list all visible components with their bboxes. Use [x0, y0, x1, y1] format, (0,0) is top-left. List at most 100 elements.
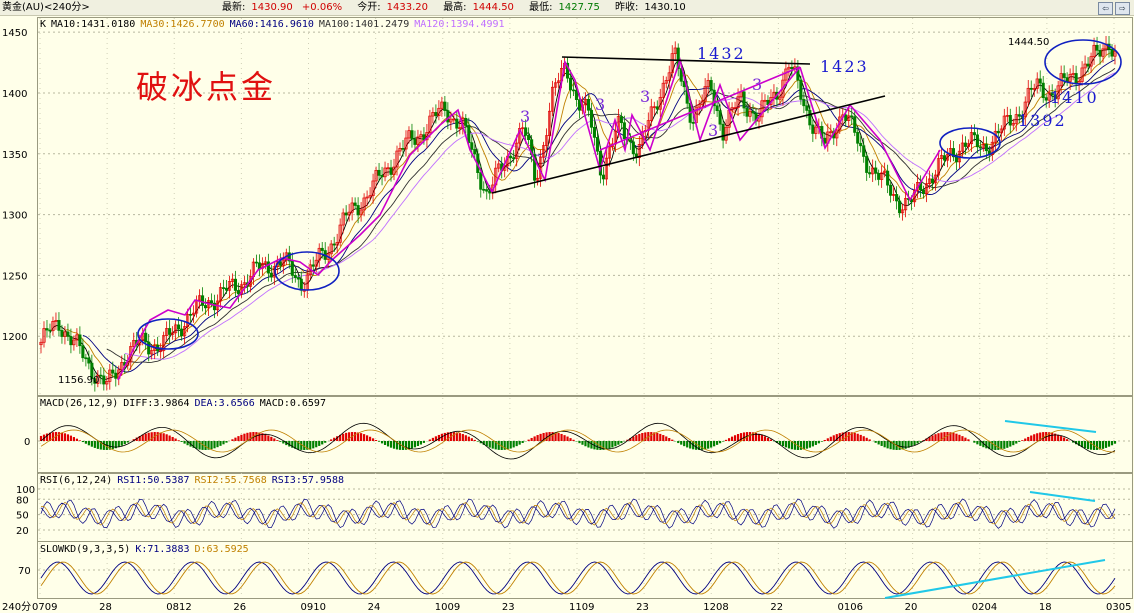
y-tick-label: 1300 — [2, 211, 27, 222]
x-tick-label: 1009 — [435, 602, 460, 613]
candle-body — [371, 180, 375, 196]
candle-body — [604, 157, 608, 180]
candle-body — [939, 155, 944, 159]
rsi-line-3 — [40, 502, 1116, 525]
legend-ma120: MA120:1394.4991 — [414, 19, 505, 30]
x-tick-label: 22 — [770, 602, 783, 613]
candle-body — [805, 105, 809, 111]
wave-line-rally — [117, 108, 493, 381]
candle-body — [886, 170, 890, 186]
kd-tick-label: 70 — [18, 566, 31, 577]
candle-body — [434, 112, 438, 117]
candle-body — [859, 142, 863, 147]
candle-body — [464, 117, 468, 126]
x-tick-label: 23 — [636, 602, 649, 613]
candle-body — [446, 110, 450, 123]
candle-body — [631, 141, 635, 155]
candle-body — [778, 96, 782, 100]
legend-ma100: MA100:1401.2479 — [318, 19, 410, 30]
candle-body — [218, 287, 223, 302]
wave-annotations — [117, 57, 941, 381]
x-tick-label: 1109 — [569, 602, 594, 613]
candle-body — [1074, 73, 1078, 84]
candle-body — [709, 80, 713, 91]
candle-body — [72, 339, 76, 346]
candle-body — [898, 200, 902, 214]
rsi2: RSI2:55.7568 — [194, 475, 267, 486]
kd-k: K:71.3883 — [135, 544, 190, 555]
candle-body — [676, 47, 680, 69]
candle-body — [389, 167, 393, 175]
candle-body — [1110, 48, 1114, 57]
kd-panel-frame — [37, 541, 1133, 599]
macd-dea-line — [40, 429, 1116, 453]
next-arrow-icon[interactable]: ⇨ — [1115, 2, 1130, 15]
candle-body — [802, 99, 806, 107]
ellipses — [137, 39, 1122, 350]
candle-body — [329, 243, 333, 255]
ellipse-2 — [274, 251, 340, 291]
candle-body — [1086, 63, 1090, 67]
rsi-divergence-line — [1029, 491, 1096, 502]
x-tick-label: 0709 — [32, 602, 57, 613]
candle-body — [431, 112, 435, 117]
candle-body — [972, 132, 976, 136]
candle-body — [518, 128, 522, 144]
candle-body — [927, 178, 932, 184]
candle-body — [574, 89, 579, 100]
candle-body — [981, 144, 985, 149]
candle-body — [724, 126, 728, 141]
candle-body — [1032, 87, 1036, 90]
candle-body — [936, 158, 941, 176]
candle-body — [715, 105, 719, 112]
candle-body — [344, 212, 348, 216]
panel-frames — [37, 17, 1133, 599]
candle-body — [999, 128, 1003, 134]
candle-body — [892, 194, 896, 196]
candle-body — [577, 99, 582, 111]
candle-body — [380, 175, 384, 178]
y-tick-label: 1450 — [2, 28, 27, 39]
prev-arrow-icon[interactable]: ⇦ — [1098, 2, 1113, 15]
candle-body — [60, 330, 64, 337]
kd-k-line — [40, 561, 1116, 595]
candle-body — [1005, 115, 1009, 117]
candle-body — [679, 68, 683, 82]
symbol-name[interactable]: 黄金(AU)<240分> — [2, 2, 90, 13]
candle-body — [183, 326, 187, 337]
candle-body — [844, 114, 848, 121]
candle-body — [150, 350, 154, 355]
candle-body — [551, 86, 555, 112]
main-panel-frame — [37, 17, 1133, 396]
candle-body — [1071, 73, 1075, 75]
candle-body — [48, 329, 52, 332]
candle-body — [159, 350, 163, 353]
candle-body — [847, 115, 851, 121]
candle-body — [227, 281, 232, 291]
macd-panel-frame — [37, 396, 1133, 473]
candle-body — [1056, 85, 1060, 100]
candle-body — [314, 259, 318, 267]
nav-buttons: ⇦ ⇨ — [1096, 1, 1130, 16]
candle-body — [865, 156, 869, 173]
candle-body — [703, 86, 707, 102]
macd-name: MACD(26,12,9) — [40, 398, 119, 409]
candle-body — [467, 125, 471, 143]
candle-body — [796, 66, 800, 81]
candle-body — [422, 134, 426, 141]
candle-body — [203, 305, 208, 309]
candle-body — [180, 328, 184, 337]
candle-body — [984, 144, 988, 152]
candle-body — [658, 96, 662, 110]
candle-body — [742, 91, 746, 109]
candle-body — [470, 142, 474, 150]
candle-body — [168, 328, 172, 335]
candle-body — [536, 177, 540, 181]
candle-body — [96, 374, 100, 384]
candle-body — [673, 47, 677, 55]
candle-body — [239, 284, 243, 295]
candle-body — [772, 91, 776, 98]
candle-body — [99, 374, 103, 377]
candle-body — [290, 260, 294, 276]
